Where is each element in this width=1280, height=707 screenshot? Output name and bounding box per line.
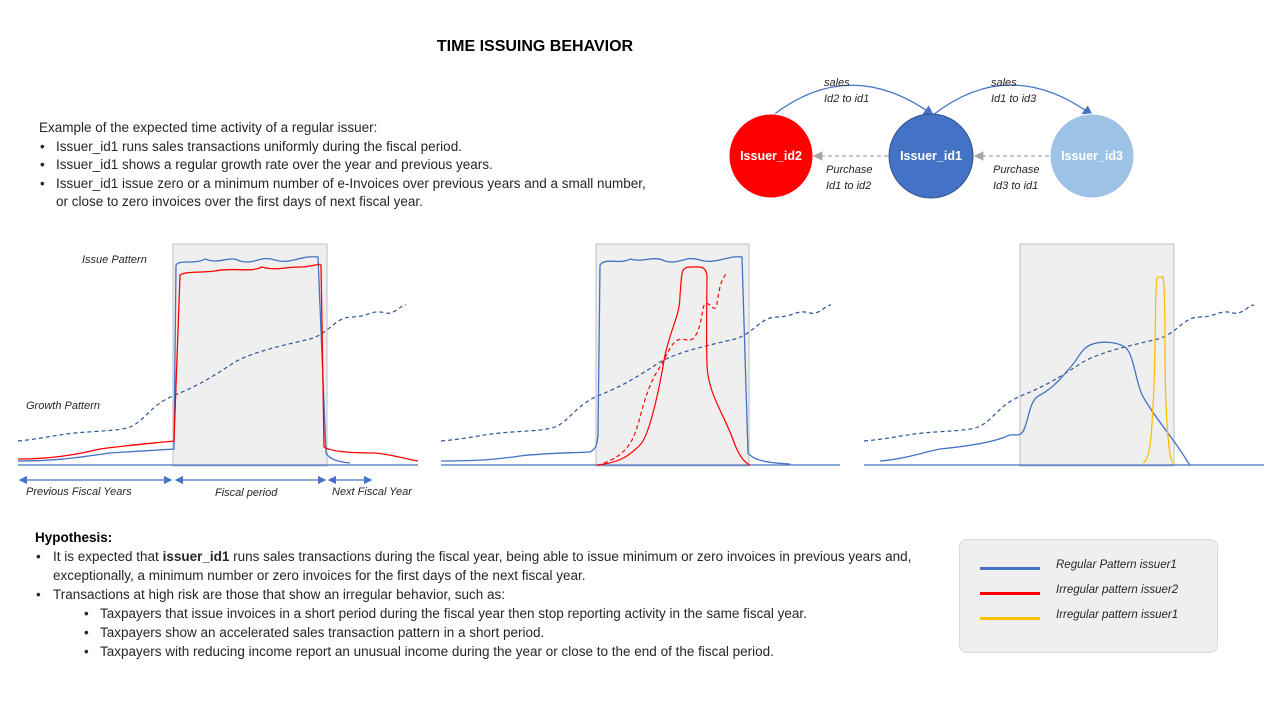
intro-bullet: Issuer_id1 runs sales transactions unifo… [39, 138, 659, 157]
purchase-label-2b: Id3 to id1 [993, 180, 1038, 192]
previous-fiscal-years-label: Previous Fiscal Years [26, 486, 132, 498]
legend-item: Irregular pattern issuer1 [980, 609, 1200, 627]
legend-item: Regular Pattern issuer1 [980, 559, 1200, 577]
fiscal-period-label: Fiscal period [215, 487, 278, 499]
issuer-network-diagram: Issuer_id2 Issuer_id1 Issuer_id3 sales I… [728, 77, 1135, 199]
hypothesis-bullet-bold: issuer_id1 [162, 549, 230, 564]
purchase-label-2a: Purchase [993, 164, 1039, 176]
intro-bullet: Issuer_id1 shows a regular growth rate o… [39, 156, 659, 175]
regular-pattern-line [440, 256, 791, 465]
purchase-label-1b: Id1 to id2 [826, 180, 871, 192]
node-issuer-id1 [888, 113, 974, 199]
hypothesis-sub-bullet: Taxpayers show an accelerated sales tran… [35, 623, 915, 642]
legend-label: Irregular pattern issuer2 [1056, 584, 1179, 596]
fiscal-period-box [595, 243, 750, 467]
regular-pattern-line [879, 341, 1191, 466]
legend-swatch-blue [980, 567, 1040, 570]
regular-pattern-line [17, 256, 351, 464]
issue-pattern-label: Issue Pattern [82, 254, 147, 266]
node-label-id2: Issuer_id2 [740, 149, 802, 163]
legend-label: Irregular pattern issuer1 [1056, 609, 1179, 621]
legend-swatch-yellow [980, 617, 1040, 620]
sales-label-1b: Id2 to id1 [824, 93, 869, 105]
irregular-pattern-issuer2-line [17, 263, 419, 462]
node-label-id3: Issuer_id3 [1061, 149, 1123, 163]
hypothesis-sub-bullet: Taxpayers that issue invoices in a short… [35, 604, 915, 623]
intro-text: Example of the expected time activity of… [39, 119, 659, 212]
hypothesis-bullet-text: It is expected that [53, 549, 163, 564]
page-title: TIME ISSUING BEHAVIOR [436, 38, 634, 55]
chart-accelerated [863, 243, 1264, 467]
growth-pattern-line [440, 304, 832, 442]
sales-arrow-id1-id3 [932, 84, 1094, 116]
legend-swatch-red [980, 592, 1040, 595]
hypothesis-section: Hypothesis: It is expected that issuer_i… [35, 528, 915, 661]
intro-bullets: Issuer_id1 runs sales transactions unifo… [39, 138, 659, 212]
intro-bullet: Issuer_id1 issue zero or a minimum numbe… [39, 175, 659, 212]
sales-label-2b: Id1 to id3 [991, 93, 1037, 105]
chart-short-period [440, 243, 840, 467]
legend-label: Regular Pattern issuer1 [1056, 559, 1177, 571]
pattern-charts: Issue Pattern Growth Pattern Previous Fi… [17, 243, 1264, 499]
hypothesis-bullet: It is expected that issuer_id1 runs sale… [35, 547, 915, 585]
irregular-pattern-issuer2-dashed-line [603, 272, 728, 464]
growth-pattern-line [863, 304, 1255, 442]
irregular-pattern-issuer1-line [1142, 274, 1174, 464]
hypothesis-bullet: Transactions at high risk are those that… [35, 585, 915, 604]
intro-heading: Example of the expected time activity of… [39, 120, 378, 135]
growth-pattern-line [17, 304, 407, 442]
hypothesis-sub-bullet: Taxpayers with reducing income report an… [35, 642, 915, 661]
hypothesis-bullets: It is expected that issuer_id1 runs sale… [35, 547, 915, 661]
chart-regular: Issue Pattern Growth Pattern Previous Fi… [17, 243, 419, 499]
sales-arrow-id2-id1 [771, 84, 935, 117]
node-label-id1: Issuer_id1 [900, 149, 962, 163]
next-fiscal-year-label: Next Fiscal Year [332, 486, 413, 498]
sales-label-1a: sales [824, 77, 850, 89]
legend-item: Irregular pattern issuer2 [980, 584, 1200, 602]
purchase-label-1a: Purchase [826, 164, 872, 176]
hypothesis-heading: Hypothesis: [35, 530, 113, 545]
irregular-pattern-issuer2-line [596, 266, 751, 466]
hypothesis-bullet-text: runs sales transactions during the fisca… [53, 549, 912, 583]
legend: Regular Pattern issuer1 Irregular patter… [959, 539, 1218, 653]
sales-label-2a: sales [991, 77, 1017, 89]
node-issuer-id3 [1049, 113, 1135, 199]
growth-pattern-label: Growth Pattern [26, 400, 100, 412]
